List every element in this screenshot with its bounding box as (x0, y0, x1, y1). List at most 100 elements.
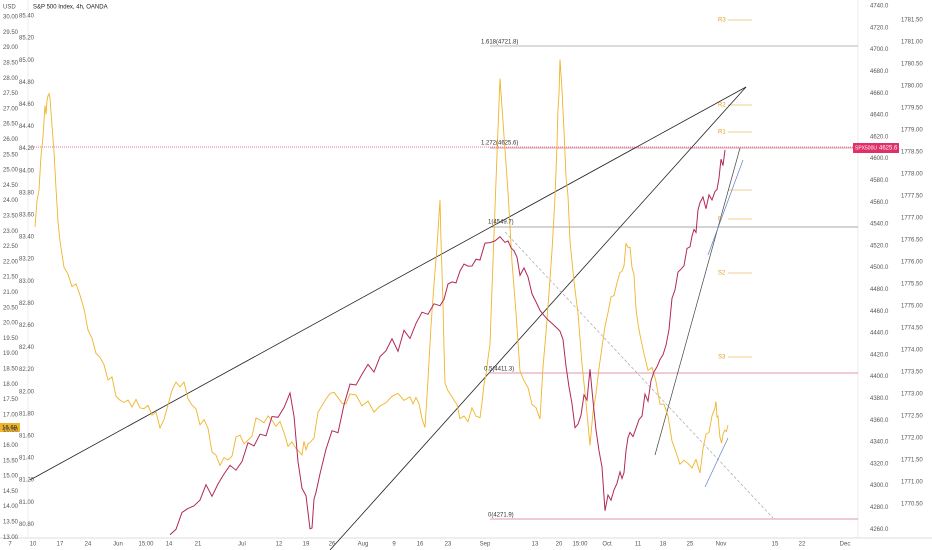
left-axis-label: 85.00 (19, 58, 35, 64)
x-axis-label: Oct (602, 542, 612, 548)
right-axis-label: 4360.0 (870, 418, 889, 424)
x-axis-label: Jul (238, 542, 246, 548)
x-axis-label: 23 (445, 542, 452, 548)
left-axis-label: 18.50 (3, 366, 19, 372)
x-axis-label: 24 (85, 542, 92, 548)
left-axis-label: 13.00 (3, 535, 19, 541)
left-axis-label: 84.60 (19, 102, 35, 108)
right-axis-label: 1770.50 (901, 502, 923, 508)
x-axis-label: 18 (660, 542, 667, 548)
trend-line (707, 159, 744, 256)
x-axis-label: 16 (417, 542, 424, 548)
fib-label: 0(4271.9) (488, 513, 514, 519)
left-axis-label: 19.50 (3, 336, 19, 342)
right-axis-label: 4580.0 (870, 178, 889, 184)
left-axis-label: 25.50 (3, 152, 19, 158)
right-axis-label: 1774.00 (901, 348, 923, 354)
right-axis-label: 1776.00 (901, 260, 923, 266)
left-axis-label: 16.50 (3, 428, 19, 434)
left-axis-label: 17.00 (3, 412, 19, 418)
right-axis-label: 1779.00 (901, 128, 923, 134)
trend-line (329, 86, 747, 550)
left-axis-label: 24.50 (3, 183, 19, 189)
left-axis-label: 28.00 (3, 76, 19, 82)
fib-label: 1.618(4721.8) (481, 40, 518, 46)
left-axis-label: 83.80 (19, 190, 35, 196)
right-axis-label: 4680.0 (870, 69, 889, 75)
right-axis-label: 1781.00 (901, 40, 923, 46)
left-axis-label: 17.50 (3, 397, 19, 403)
right-axis-label: 1778.00 (901, 172, 923, 178)
right-axis-label: 4260.0 (870, 527, 889, 533)
x-axis-label: 17 (57, 542, 64, 548)
pivot-label: R3 (718, 18, 726, 24)
x-axis-label: 22 (799, 542, 806, 548)
left-axis-label: 30.00 (3, 15, 19, 21)
pivot-lines (728, 19, 752, 358)
left-axis-label: 84.20 (19, 146, 35, 152)
fib-label: 0.5(4411.3) (484, 367, 514, 373)
right-axis-label: 4660.0 (870, 91, 889, 97)
left-price-tag (0, 423, 20, 432)
left-axis-label: 29.50 (3, 30, 19, 36)
right-axis-label: 1771.50 (901, 458, 923, 464)
left-axis-label: 81.00 (19, 500, 35, 506)
left-axis-label: 84.00 (19, 168, 35, 174)
price-tag (877, 143, 899, 153)
trend-line (29, 86, 747, 481)
left-axis-label: 26.50 (3, 122, 19, 128)
fib-label: 1.272(4625.6) (481, 141, 518, 147)
right-axis-label: 4500.0 (870, 265, 889, 271)
left-axis-label: 81.60 (19, 433, 35, 439)
right-axis-label: 4300.0 (870, 483, 889, 489)
x-axis-label: 15:00 (572, 542, 588, 548)
right-axis-label: 4540.0 (870, 222, 889, 228)
right-axis-label: 1772.50 (901, 414, 923, 420)
left-axis-label: 82.60 (19, 323, 35, 329)
x-axis-label: 25 (687, 542, 694, 548)
right-axis-label: 1779.50 (901, 106, 923, 112)
left-axis-label: 85.40 (19, 14, 35, 20)
left-axis-label: 83.20 (19, 257, 35, 263)
left-axis-label: 24.00 (3, 198, 19, 204)
left-axis-label: 21.50 (3, 275, 19, 281)
right-axis-label: 4620.0 (870, 134, 889, 140)
x-axis-label: 9 (392, 542, 396, 548)
right-axis-label: 1775.50 (901, 282, 923, 288)
price-tag-text: 4625.6 (879, 146, 898, 152)
left-axis-label: 83.00 (19, 279, 35, 285)
x-axis-label: 15:00 (138, 542, 154, 548)
x-axis-label: 21 (195, 542, 202, 548)
x-axis-label: 20 (556, 542, 563, 548)
left-axis-label: 23.00 (3, 229, 19, 235)
left-price-tag-text: 16.68 (2, 426, 18, 432)
pivot-label: S3 (718, 355, 726, 361)
right-axis-label: 1776.50 (901, 238, 923, 244)
left-axis-label: 25.00 (3, 168, 19, 174)
left-axis-label: 85.20 (19, 36, 35, 42)
right-axis-label: 1778.50 (901, 150, 923, 156)
right-axis-label: 1773.00 (901, 392, 923, 398)
right-axis-label: 4640.0 (870, 113, 889, 119)
pivot-label: P (718, 217, 722, 223)
x-axis-label: Dec (840, 542, 851, 548)
x-axis-label: 13 (532, 542, 539, 548)
right-axis-label: 4280.0 (870, 505, 889, 511)
x-axis-label: 15 (772, 542, 779, 548)
x-axis-label: Nov (716, 542, 727, 548)
right-axis-label: 1777.50 (901, 194, 923, 200)
right-axis-label: 1781.50 (901, 18, 923, 24)
x-axis-label: Sep (480, 542, 491, 548)
currency: USD (3, 5, 16, 11)
x-axis-label: 12 (276, 542, 283, 548)
left-axis-label: 21.00 (3, 290, 19, 296)
left-axis-label: 22.00 (3, 259, 19, 265)
left-axis-label: 20.00 (3, 321, 19, 327)
left-axis-label: 81.20 (19, 478, 35, 484)
left-axis-label: 22.50 (3, 244, 19, 250)
right-axis-label: 4380.0 (870, 396, 889, 402)
left-axis-label: 82.80 (19, 301, 35, 307)
chart-title: S&P 500 Index, 4h, OANDA (33, 5, 108, 11)
left-axis-label: 20.50 (3, 305, 19, 311)
